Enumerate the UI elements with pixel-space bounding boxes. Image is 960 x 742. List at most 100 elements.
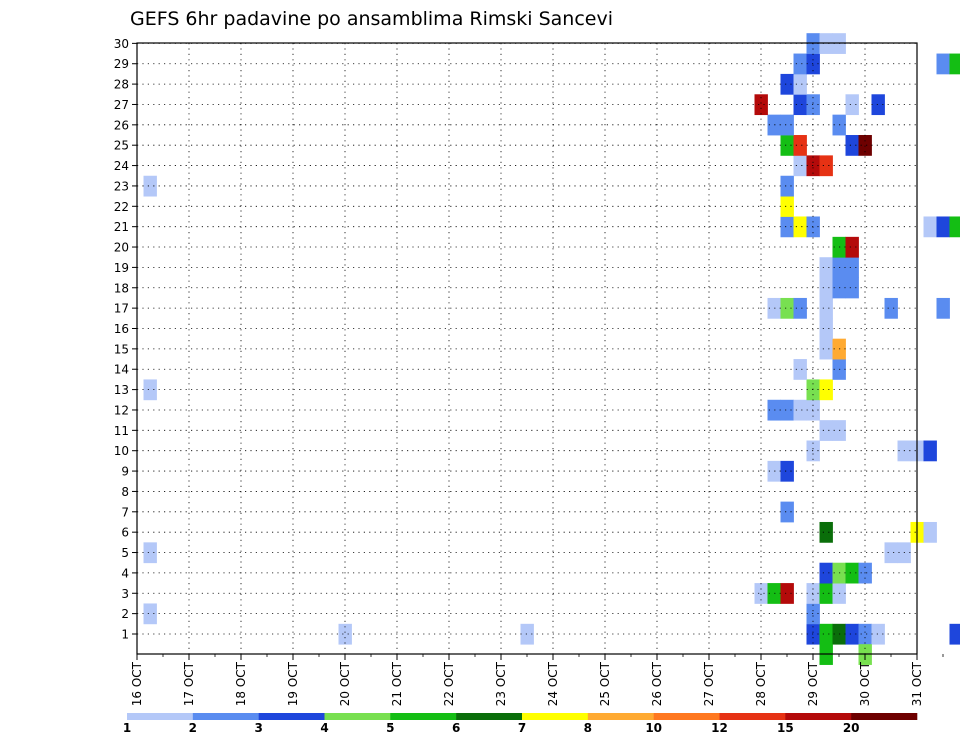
heatmap-cell <box>871 94 885 116</box>
x-tick-label: 28 OCT <box>754 661 768 706</box>
colorbar-label: 20 <box>843 721 860 735</box>
heatmap-cell <box>936 216 950 238</box>
heatmap-cell <box>845 277 859 299</box>
y-tick-label: 25 <box>114 139 129 153</box>
colorbar-label: 3 <box>254 721 262 735</box>
colorbar-label: 6 <box>452 721 460 735</box>
x-tick-label: 20 OCT <box>338 661 352 706</box>
x-tick-label: 24 OCT <box>546 661 560 706</box>
heatmap-cell <box>819 277 833 299</box>
heatmap-cell <box>923 440 937 462</box>
colorbar-label: 12 <box>711 721 728 735</box>
y-tick-label: 9 <box>121 465 129 479</box>
y-tick-label: 27 <box>114 98 129 112</box>
chart-title: GEFS 6hr padavine po ansamblima Rimski S… <box>130 8 613 30</box>
heatmap-cell <box>845 236 859 258</box>
heatmap-cell <box>819 420 833 441</box>
y-tick-label: 30 <box>114 37 129 51</box>
x-tick-label: 16 OCT <box>130 661 144 706</box>
colorbar-swatch <box>127 713 194 720</box>
heatmap-cell <box>780 114 794 136</box>
heatmap-cell <box>793 73 807 95</box>
heatmap-cell <box>845 257 859 278</box>
y-tick-label: 14 <box>114 363 129 377</box>
x-tick-label: 31 OCT <box>910 661 924 706</box>
heatmap-cell <box>858 135 872 156</box>
heatmap-cell <box>793 94 807 116</box>
y-tick-label: 10 <box>114 444 129 458</box>
heatmap-cell <box>845 562 859 584</box>
heatmap-cell <box>949 623 960 645</box>
x-tick-label: 26 OCT <box>650 661 664 706</box>
heatmap-cell <box>520 623 534 645</box>
x-tick-label: 21 OCT <box>390 661 404 706</box>
heatmap-cell <box>819 379 833 401</box>
heatmap-cell <box>793 399 807 421</box>
y-tick-label: 12 <box>114 403 129 417</box>
heatmap-cell <box>819 257 833 278</box>
heatmap-cell <box>780 175 794 197</box>
heatmap-cell <box>780 196 794 217</box>
colorbar-swatch <box>785 713 852 720</box>
x-tick-label: 30 OCT <box>858 661 872 706</box>
colorbar-label: 1 <box>123 721 131 735</box>
heatmap-cell <box>819 338 833 360</box>
heatmap-cell <box>819 318 833 340</box>
heatmap-cell <box>819 155 833 177</box>
y-tick-label: 21 <box>114 220 129 234</box>
heatmap-cell <box>936 53 950 75</box>
heatmap-cell <box>143 542 157 564</box>
y-tick-label: 6 <box>121 526 129 540</box>
heatmap-cell <box>754 583 768 604</box>
colorbar-swatch <box>456 713 523 720</box>
heatmap-cell <box>923 521 937 543</box>
heatmap-cell <box>143 175 157 197</box>
heatmap-cell <box>819 521 833 543</box>
y-tick-label: 22 <box>114 200 129 214</box>
heatmap-cell <box>793 216 807 238</box>
heatmap-cell <box>143 603 157 625</box>
y-tick-label: 2 <box>121 607 129 621</box>
colorbar-label: 10 <box>645 721 662 735</box>
heatmap-cell <box>793 53 807 75</box>
colorbar-swatch <box>390 713 457 720</box>
heatmap-cell <box>780 297 794 319</box>
heatmap-cell <box>780 460 794 482</box>
x-tick-label: 17 OCT <box>182 661 196 706</box>
colorbar-label: 4 <box>320 721 328 735</box>
colorbar-swatch <box>522 713 589 720</box>
y-tick-label: 4 <box>121 566 129 580</box>
heatmap-cell <box>923 216 937 238</box>
heatmap-cell <box>143 379 157 401</box>
colorbar-label: 2 <box>189 721 197 735</box>
colorbar-label: 5 <box>386 721 394 735</box>
y-tick-label: 11 <box>114 424 129 438</box>
heatmap-cell <box>780 216 794 238</box>
y-tick-label: 20 <box>114 241 129 255</box>
heatmap-cell <box>858 623 872 645</box>
x-tick-label: 25 OCT <box>598 661 612 706</box>
heatmap-cell <box>845 135 859 156</box>
colorbar-swatch <box>587 713 654 720</box>
y-tick-label: 13 <box>114 383 129 397</box>
colorbar-swatch <box>192 713 259 720</box>
heatmap-cell <box>884 297 898 319</box>
heatmap-cell <box>884 542 898 564</box>
colorbar-swatch <box>653 713 720 720</box>
y-tick-label: 23 <box>114 179 129 193</box>
heatmap-cell <box>949 53 960 75</box>
heatmap-cell <box>793 359 807 380</box>
heatmap-cell <box>936 297 950 319</box>
y-tick-label: 15 <box>114 342 129 356</box>
heatmap-cell <box>780 135 794 156</box>
heatmap-cell <box>819 583 833 604</box>
heatmap-cell <box>338 623 352 645</box>
colorbar-swatch <box>324 713 391 720</box>
x-tick-label: 23 OCT <box>494 661 508 706</box>
heatmap-cell <box>793 297 807 319</box>
grid-lines <box>137 42 917 654</box>
x-tick-label: 27 OCT <box>702 661 716 706</box>
colorbar-swatch <box>851 713 918 720</box>
y-tick-label: 16 <box>114 322 129 336</box>
